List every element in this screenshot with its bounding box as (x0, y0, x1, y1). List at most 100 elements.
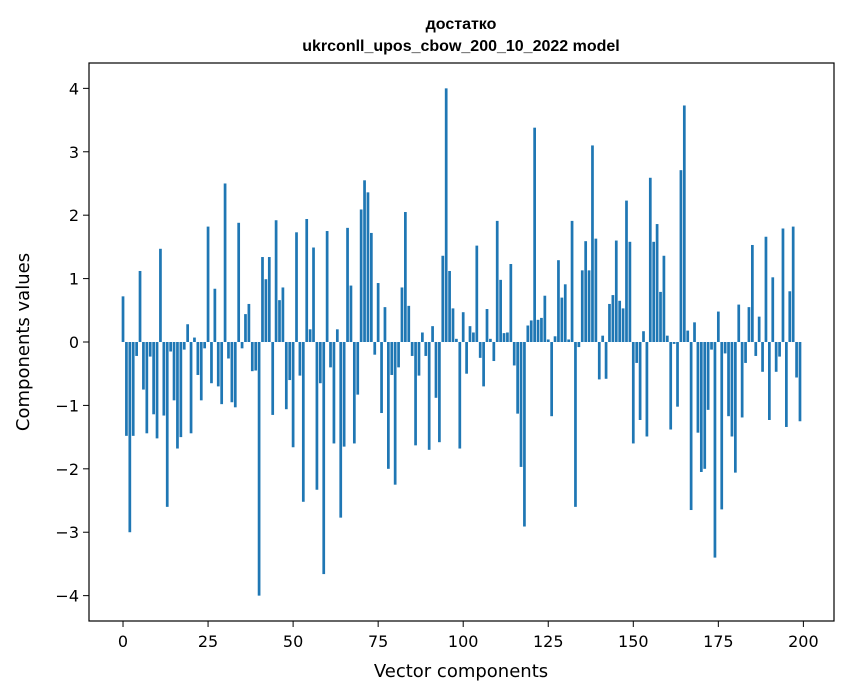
bar (274, 220, 278, 342)
bar (764, 236, 768, 342)
bar (655, 224, 659, 342)
bar (604, 342, 608, 379)
bar (774, 342, 778, 372)
bar (706, 342, 710, 410)
bar (356, 342, 360, 395)
bar (699, 342, 703, 472)
bar (220, 342, 224, 405)
bar (431, 326, 434, 342)
bar (199, 342, 203, 401)
bar (213, 288, 217, 342)
bar (155, 342, 159, 439)
bar (318, 342, 322, 384)
bar (638, 342, 642, 420)
bar (761, 342, 764, 372)
bar (223, 183, 227, 342)
bar (427, 342, 431, 450)
bar (618, 300, 622, 342)
bar (509, 264, 513, 342)
bar (648, 177, 652, 342)
bar (301, 342, 305, 502)
bar (346, 227, 349, 342)
x-tick-label: 50 (283, 632, 303, 651)
bar (404, 212, 407, 342)
bar (216, 342, 220, 387)
bar (574, 342, 577, 507)
bar (676, 342, 679, 407)
bar (186, 324, 190, 342)
bar (206, 226, 210, 342)
bar (376, 283, 380, 342)
bar (444, 88, 448, 342)
bar (631, 342, 635, 444)
y-tick-label: −4 (55, 587, 79, 606)
bar (516, 342, 519, 414)
bar (682, 105, 686, 342)
bar (189, 342, 193, 434)
bar (611, 295, 615, 342)
bar (659, 291, 662, 342)
bar (628, 241, 632, 342)
bar (625, 200, 628, 342)
bar (754, 342, 758, 356)
y-tick-label: 3 (69, 143, 79, 162)
bar (502, 333, 506, 342)
bar (148, 342, 152, 357)
bar (410, 342, 414, 356)
bar (795, 342, 798, 378)
bar (159, 248, 162, 342)
bar (380, 342, 383, 414)
bar (645, 342, 649, 437)
bar (393, 342, 397, 485)
bar (737, 304, 741, 342)
bars-group (121, 88, 802, 596)
bar (233, 342, 237, 408)
bar (335, 329, 339, 342)
bar (591, 145, 594, 342)
bar (210, 342, 213, 384)
bar (781, 228, 785, 342)
y-tick-label: −3 (55, 523, 79, 542)
bar (536, 319, 540, 342)
bar (247, 303, 251, 342)
bar (128, 342, 132, 533)
bar (689, 342, 693, 511)
bar (315, 342, 319, 490)
bar (373, 342, 377, 355)
bar (271, 342, 275, 415)
bar (788, 291, 792, 342)
bar (597, 342, 601, 380)
bar (308, 329, 312, 342)
bar (451, 308, 455, 342)
bar (322, 342, 326, 575)
bar (567, 339, 571, 342)
bar (642, 331, 645, 342)
x-tick-label: 150 (618, 632, 649, 651)
bar (250, 342, 254, 372)
bar (267, 257, 271, 342)
bar (710, 342, 713, 350)
bar (635, 342, 639, 363)
y-tick-label: 2 (69, 206, 79, 225)
bar (733, 342, 737, 473)
bar (495, 220, 499, 342)
x-tick-label: 75 (368, 632, 388, 651)
bar (359, 209, 363, 342)
x-tick-label: 25 (198, 632, 218, 651)
bar (475, 245, 479, 342)
bar (325, 231, 329, 342)
bar (744, 342, 747, 363)
bar (526, 325, 530, 342)
bar (665, 335, 669, 342)
bar (424, 342, 428, 356)
bar (332, 342, 336, 444)
bar (478, 342, 482, 358)
bar (182, 342, 186, 350)
x-tick-label: 125 (533, 632, 564, 651)
bar (369, 232, 373, 342)
bar (305, 218, 309, 342)
bar (560, 297, 564, 342)
bar (312, 247, 315, 342)
bar (768, 342, 771, 420)
